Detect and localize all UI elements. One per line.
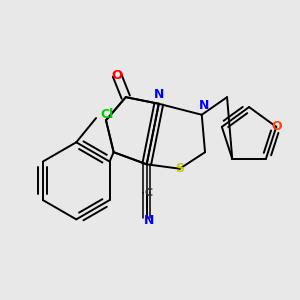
Text: Cl: Cl <box>100 108 114 121</box>
Text: N: N <box>154 88 164 101</box>
Text: O: O <box>271 120 282 133</box>
Text: C: C <box>145 188 153 198</box>
Text: S: S <box>175 162 184 175</box>
Text: N: N <box>199 100 209 112</box>
Text: O: O <box>111 69 123 82</box>
Text: N: N <box>144 214 154 227</box>
